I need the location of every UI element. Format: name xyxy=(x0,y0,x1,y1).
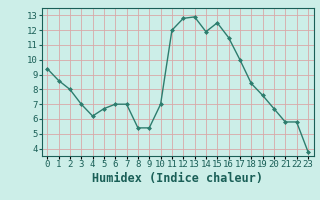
X-axis label: Humidex (Indice chaleur): Humidex (Indice chaleur) xyxy=(92,172,263,185)
